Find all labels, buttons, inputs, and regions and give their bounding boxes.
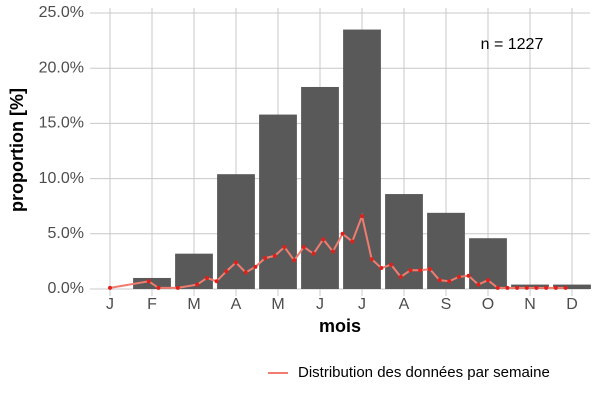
weekly-point: [214, 279, 219, 284]
x-tick-label: S: [441, 296, 452, 313]
y-tick-label: 5.0%: [48, 225, 84, 242]
y-tick-label: 20.0%: [39, 59, 84, 76]
bar: [385, 194, 423, 289]
weekly-point: [418, 268, 423, 273]
weekly-point: [253, 264, 258, 269]
x-tick-label: M: [187, 296, 200, 313]
x-axis-title: mois: [319, 316, 361, 336]
weekly-point: [456, 274, 461, 279]
weekly-point: [427, 267, 432, 272]
weekly-point: [398, 274, 403, 279]
weekly-point: [360, 214, 364, 219]
weekly-point: [515, 285, 520, 290]
weekly-point: [369, 257, 374, 262]
weekly-point: [505, 285, 510, 290]
weekly-point: [292, 258, 297, 263]
bar: [259, 114, 297, 290]
weekly-point: [544, 285, 549, 290]
weekly-point: [263, 256, 268, 261]
weekly-point: [534, 285, 539, 290]
weekly-point: [553, 285, 558, 290]
x-tick-label: J: [316, 296, 324, 313]
x-tick-label: J: [358, 296, 366, 313]
weekly-point: [350, 239, 355, 244]
weekly-point: [466, 273, 471, 278]
weekly-point: [408, 268, 413, 273]
weekly-point: [495, 285, 500, 290]
bar: [511, 284, 549, 289]
weekly-point: [437, 278, 442, 283]
bar: [175, 253, 213, 289]
weekly-point: [311, 251, 316, 256]
y-axis-title: proportion [%]: [7, 88, 27, 212]
weekly-point: [108, 285, 112, 290]
weekly-point: [146, 279, 151, 284]
weekly-point: [340, 231, 345, 236]
bar: [217, 174, 255, 289]
weekly-point: [234, 260, 238, 265]
x-tick-label: D: [566, 296, 578, 313]
x-tick-label: J: [106, 296, 114, 313]
bar: [301, 86, 339, 289]
weekly-point: [389, 262, 394, 267]
weekly-point: [282, 245, 287, 250]
weekly-point: [563, 285, 568, 290]
weekly-point: [272, 253, 277, 258]
weekly-point: [243, 270, 248, 275]
y-tick-label: 15.0%: [39, 115, 84, 132]
y-tick-label: 10.0%: [39, 170, 84, 187]
x-tick-label: O: [482, 296, 494, 313]
weekly-point: [301, 245, 306, 250]
y-tick-label: 25.0%: [39, 4, 84, 21]
weekly-point: [321, 237, 326, 242]
weekly-point: [379, 266, 384, 271]
weekly-point: [476, 282, 481, 287]
x-tick-label: A: [399, 296, 410, 313]
weekly-point: [175, 285, 180, 290]
x-tick-label: N: [524, 296, 536, 313]
weekly-point: [195, 282, 200, 287]
weekly-point: [524, 285, 529, 290]
weekly-point: [447, 279, 452, 284]
bar: [343, 29, 381, 290]
x-tick-label: M: [271, 296, 284, 313]
weekly-point: [330, 249, 335, 254]
y-tick-label: 0.0%: [48, 280, 84, 297]
annotation: n = 1227: [481, 36, 544, 53]
x-tick-label: F: [147, 296, 157, 313]
weekly-point: [204, 275, 209, 280]
weekly-point: [486, 278, 490, 283]
x-tick-label: A: [231, 296, 242, 313]
weekly-point: [224, 269, 229, 274]
bar: [553, 284, 591, 289]
legend-label: Distribution des données par semaine: [298, 364, 550, 381]
weekly-point: [156, 285, 161, 290]
